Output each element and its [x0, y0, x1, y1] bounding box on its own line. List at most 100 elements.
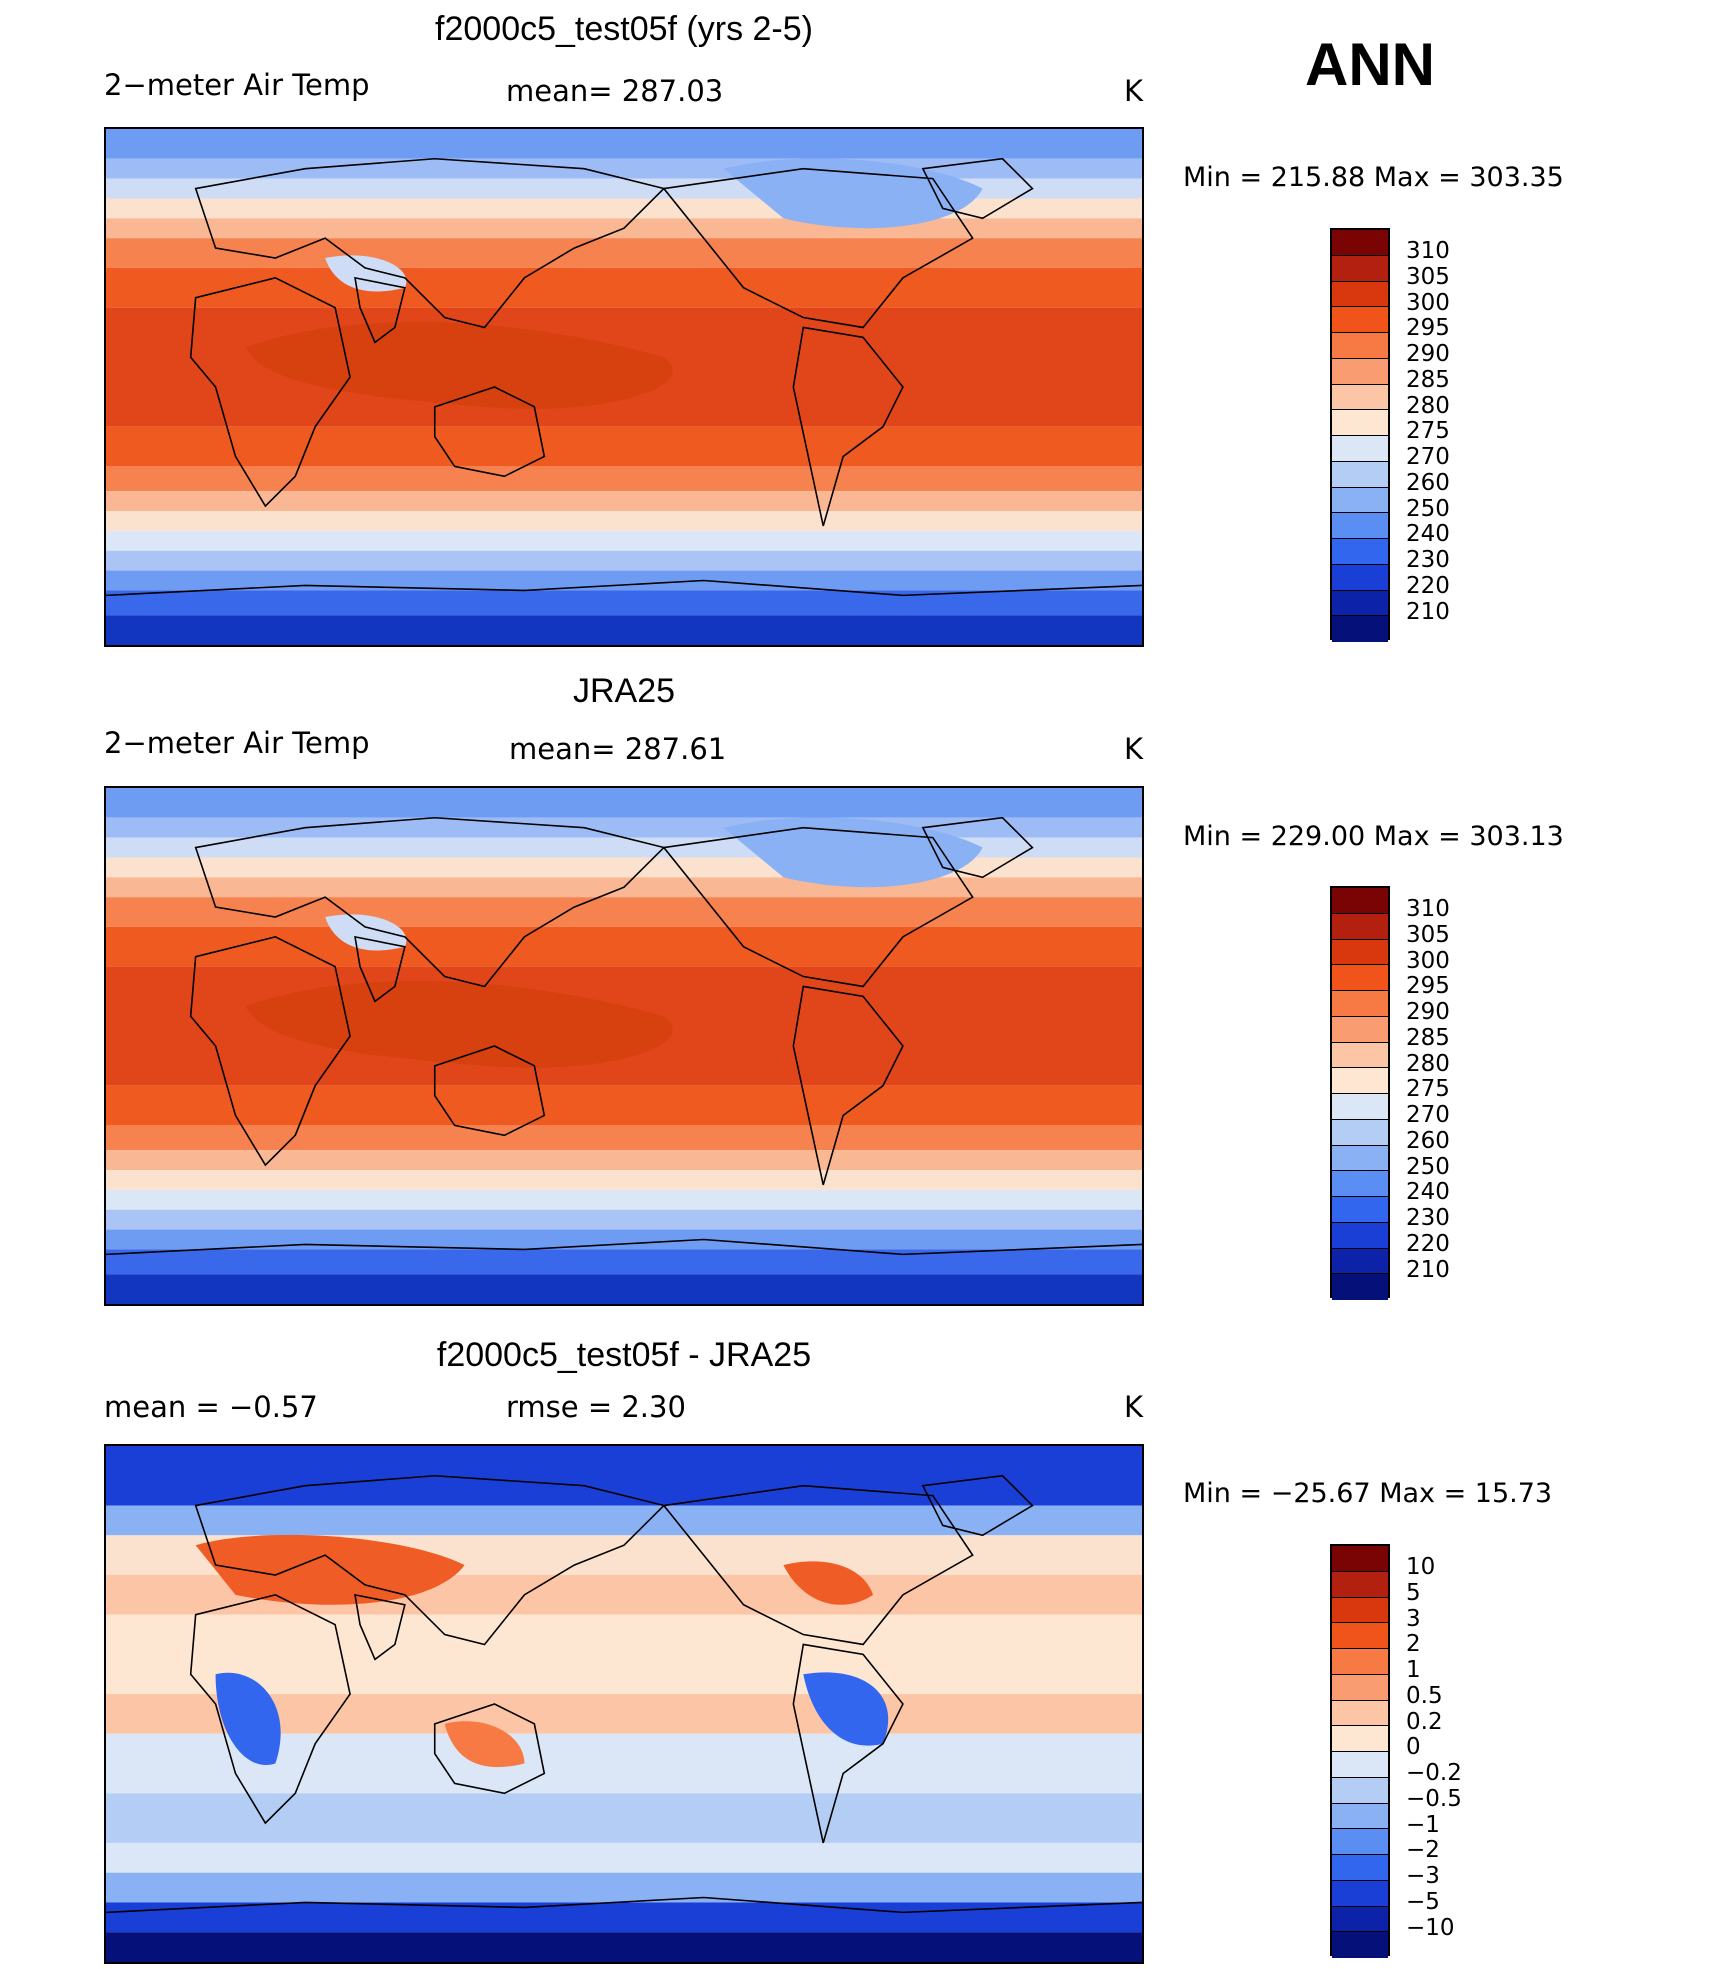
field-band	[106, 926, 1142, 967]
colorbar-swatch	[1332, 436, 1388, 462]
colorbar-swatch	[1332, 1094, 1388, 1120]
south-america-coastline	[792, 1643, 904, 1844]
colorbar-swatch	[1332, 539, 1388, 565]
colorbar-swatch	[1332, 1068, 1388, 1094]
eurasia-coastline	[194, 1474, 666, 1646]
australia-coastline	[433, 1045, 546, 1137]
south-america-coastline	[792, 985, 904, 1186]
field-band	[106, 1902, 1142, 1933]
field-band	[106, 178, 1142, 199]
colorbar-label: 2	[1406, 1631, 1421, 1658]
panel-3-colorbar	[1330, 1544, 1390, 1958]
panel-1-title: f2000c5_test05f (yrs 2-5)	[435, 10, 813, 48]
india-coastline	[354, 935, 406, 1003]
field-band	[106, 1189, 1142, 1210]
colorbar-swatch	[1332, 1546, 1388, 1572]
colorbar-swatch	[1332, 1726, 1388, 1752]
panel-2-variable-label: 2−meter Air Temp	[104, 726, 370, 760]
colorbar-swatch	[1332, 1623, 1388, 1649]
arctic-cold-region	[723, 158, 983, 229]
panel-1-colorbar	[1330, 228, 1390, 642]
field-band	[106, 466, 1142, 492]
africa-coastline	[189, 1594, 351, 1825]
australia-coastline	[433, 1703, 546, 1795]
panel-1-minmax: Min = 215.88 Max = 303.35	[1183, 162, 1564, 193]
panel-1-units: K	[1124, 74, 1144, 108]
warm-pool	[245, 981, 673, 1068]
colorbar-label: 260	[1406, 1127, 1450, 1154]
colorbar-swatch	[1332, 1119, 1388, 1146]
colorbar-label: 310	[1406, 896, 1450, 922]
arctic-cold-region	[723, 817, 983, 888]
north-america-coastline	[662, 167, 974, 329]
field-band	[106, 1150, 1142, 1171]
panel-3-minmax: Min = −25.67 Max = 15.73	[1183, 1478, 1553, 1509]
field-band	[106, 615, 1142, 645]
panel-3-map-plot	[106, 1446, 1142, 1962]
panel-2-title: JRA25	[572, 672, 676, 710]
field-band	[106, 570, 1142, 591]
field-band	[106, 511, 1142, 531]
tibet-cold-region	[325, 255, 407, 292]
colorbar-label: 280	[1406, 392, 1450, 419]
colorbar-label: 1	[1406, 1657, 1421, 1683]
colorbar-label: 300	[1406, 947, 1450, 974]
field-band	[106, 1085, 1142, 1126]
colorbar-swatch	[1332, 888, 1388, 914]
field-band	[106, 1842, 1142, 1873]
colorbar-swatch	[1332, 513, 1388, 539]
antarctica-coastline	[106, 579, 1142, 597]
field-band	[106, 426, 1142, 467]
colorbar-label: 275	[1406, 418, 1450, 445]
panel-3-title: f2000c5_test05f - JRA25	[436, 1336, 812, 1374]
colorbar-swatch	[1332, 913, 1388, 940]
season-label: ANN	[1305, 31, 1435, 98]
colorbar-swatch	[1332, 1016, 1388, 1043]
colorbar-label: −3	[1406, 1863, 1440, 1889]
colorbar-swatch	[1332, 487, 1388, 514]
colorbar-label: 240	[1406, 1179, 1450, 1206]
eurasia-coastline	[194, 157, 666, 329]
colorbar-label: 5	[1406, 1579, 1421, 1606]
colorbar-swatch	[1332, 991, 1388, 1017]
colorbar-label: 270	[1406, 1102, 1450, 1128]
colorbar-swatch	[1332, 1248, 1388, 1275]
colorbar-swatch	[1332, 255, 1388, 282]
colorbar-swatch	[1332, 1674, 1388, 1701]
colorbar-label: 220	[1406, 1230, 1450, 1257]
africa-coastline	[189, 277, 351, 508]
colorbar-label: 290	[1406, 341, 1450, 367]
colorbar-label: 10	[1406, 1554, 1436, 1580]
colorbar-swatch	[1332, 1571, 1388, 1598]
colorbar-label: 210	[1406, 1256, 1450, 1283]
colorbar-label: 270	[1406, 444, 1450, 470]
colorbar-swatch	[1332, 358, 1388, 385]
africa-coastline	[189, 936, 351, 1167]
colorbar-label: 240	[1406, 521, 1450, 548]
north-america-warm-bias	[783, 1561, 874, 1605]
colorbar-label: −1	[1406, 1811, 1440, 1838]
field-band	[106, 238, 1142, 268]
panel-3-mean-label: mean = −0.57	[104, 1390, 318, 1424]
greenland-coastline	[921, 1474, 1034, 1537]
field-band	[106, 817, 1142, 838]
colorbar-label: −2	[1406, 1837, 1440, 1864]
south-america-coastline	[792, 326, 904, 527]
antarctica-coastline	[106, 1896, 1142, 1914]
colorbar-label: 0.5	[1406, 1682, 1443, 1709]
field-band	[106, 1229, 1142, 1250]
colorbar-label: 260	[1406, 469, 1450, 496]
panel-2-map	[104, 786, 1144, 1306]
field-band	[106, 1249, 1142, 1275]
panel-1-mean-label: mean= 287.03	[506, 74, 724, 108]
colorbar-swatch	[1332, 1145, 1388, 1172]
field-band	[106, 1614, 1142, 1695]
panel-3-map	[104, 1444, 1144, 1964]
eurasia-coastline	[194, 816, 666, 988]
north-america-coastline	[662, 1484, 974, 1646]
colorbar-swatch	[1332, 616, 1388, 642]
panel-1-map-plot	[106, 129, 1142, 645]
field-band	[106, 1505, 1142, 1536]
colorbar-swatch	[1332, 1906, 1388, 1933]
australia-warm-bias	[444, 1721, 525, 1768]
